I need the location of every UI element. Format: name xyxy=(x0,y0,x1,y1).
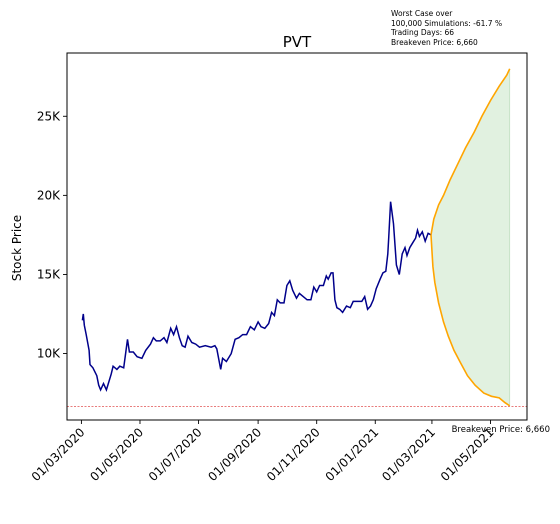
y-tick-label: 15K xyxy=(37,267,61,281)
simulation-upper-line xyxy=(430,68,511,236)
annotation-line: Worst Case over xyxy=(391,9,453,18)
simulation-lower-line xyxy=(430,234,511,407)
x-tick-label: 01/03/2021 xyxy=(379,425,438,484)
breakeven-label: Breakeven Price: 6,660 xyxy=(452,425,550,435)
historical-price-line xyxy=(81,201,432,393)
y-axis-label: Stock Price xyxy=(10,215,24,281)
plot-frame xyxy=(66,52,528,421)
y-tick-label: 20K xyxy=(37,188,61,202)
x-tick-label: 01/01/2021 xyxy=(323,425,382,484)
annotation-line: 100,000 Simulations: -61.7 % xyxy=(391,18,503,28)
annotation-line: Breakeven Price: 6,660 xyxy=(391,37,478,47)
x-tick-label: 01/11/2020 xyxy=(264,425,323,484)
y-tick-label: 25K xyxy=(37,109,61,123)
x-tick-label: 01/07/2020 xyxy=(146,425,205,484)
x-tick-label: 01/03/2020 xyxy=(29,425,88,484)
y-tick-label: 10K xyxy=(37,347,61,361)
chart-title: PVT xyxy=(283,33,312,51)
annotation-line: Trading Days: 66 xyxy=(391,28,455,38)
simulation-annotation: Worst Case over 100,000 Simulations: -61… xyxy=(391,9,502,47)
x-tick-label: 01/09/2020 xyxy=(205,425,264,484)
x-tick-label: 01/05/2020 xyxy=(87,425,146,484)
